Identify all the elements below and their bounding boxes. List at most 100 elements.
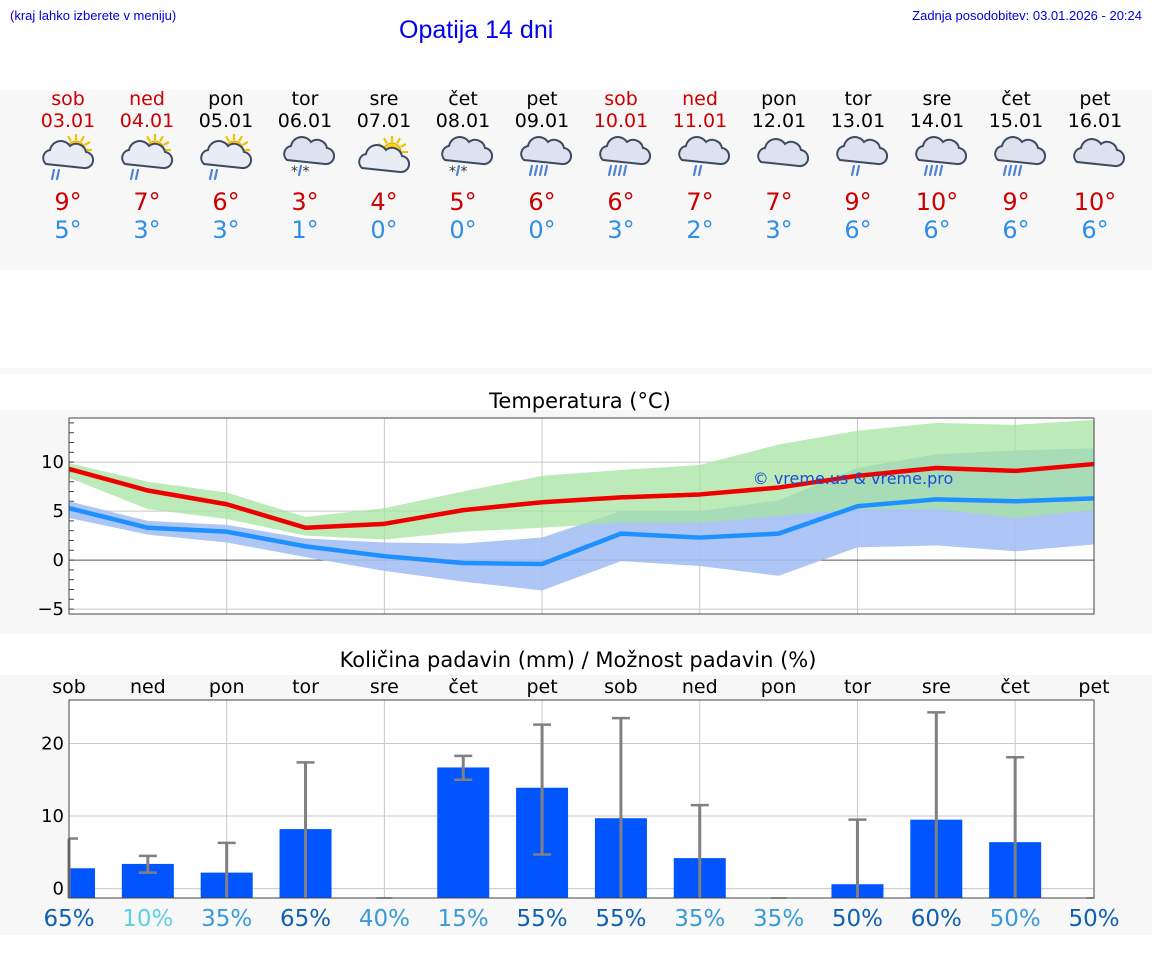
precip-day-label: pet [1078,676,1109,698]
forecast-day: sob 03.01 9° 5° [28,88,108,244]
forecast-day: čet 08.01 * * 5° 0° [423,88,503,244]
precip-probability: 50% [832,906,883,932]
temp-max-band [69,419,1094,540]
temp-tick-label: 0 [53,550,64,571]
day-name: sre [922,88,952,110]
forecast-day: sob 10.01 6° 3° [581,88,661,244]
precip-tick-label: 10 [41,806,64,827]
temp-max: 5° [449,188,477,216]
temp-band [0,368,1152,374]
precip-probability: 50% [990,906,1041,932]
temp-max: 7° [765,188,793,216]
precip-plot-frame [68,699,1095,899]
precip-probability: 65% [280,906,331,932]
forecast-day: sre 07.01 4° 0° [344,88,424,244]
precip-bar [69,868,95,898]
forecast-days: sob 03.01 9° 5° ned 04.01 7° 3° pon 05.01 6° 3° tor 0… [0,88,1152,268]
precip-probability: 15% [438,906,489,932]
temp-chart-title: Temperatura (°C) [488,389,671,413]
precip-day-label: sob [604,676,638,698]
temp-min: 2° [686,216,714,244]
temp-min: 6° [923,216,951,244]
day-date: 07.01 [356,110,412,132]
temp-max: 9° [54,188,82,216]
day-name: sob [604,88,638,110]
day-date: 11.01 [672,110,728,132]
precip-probability: 65% [43,906,94,932]
precip-day-label: čet [448,676,478,698]
svg-text:* *: * * [291,164,309,180]
sun-cloud-icon [358,136,411,174]
precip-probability: 60% [911,906,962,932]
day-date: 13.01 [830,110,886,132]
forecast-day: pon 12.01 7° 3° [739,88,819,244]
temp-min: 3° [607,216,635,244]
precip-probability: 35% [201,906,252,932]
temp-tick-label: 5 [53,501,64,522]
precip-day-label: sre [922,676,951,698]
forecast-band [0,90,1152,270]
temp-max: 10° [1073,188,1117,216]
temp-min: 3° [765,216,793,244]
cloud-rain-icon [678,136,730,177]
temp-chart: 10 5 0 −5 [37,417,1095,620]
day-name: tor [844,88,872,110]
day-name: pet [1079,88,1111,110]
page-title: Opatija 14 dni [399,16,554,44]
temp-max: 6° [607,188,635,216]
temp-min: 6° [1081,216,1109,244]
precip-tick-label: 20 [41,734,64,755]
day-name: ned [129,88,165,110]
forecast-day: pon 05.01 6° 3° [186,88,266,244]
cloud-heavy-rain-icon [520,136,572,177]
temp-min-line [68,496,1095,567]
precip-day-label: sre [370,676,399,698]
precip-day-label: pet [526,676,557,698]
temp-min: 3° [133,216,161,244]
cloud-icon [1073,138,1125,168]
day-date: 04.01 [119,110,175,132]
day-name: čet [448,88,478,110]
precip-day-label: ned [130,676,166,698]
cloud-heavy-rain-icon [994,136,1046,177]
precip-tick-label: 0 [53,879,64,900]
cloud-rain-icon [836,136,888,177]
temp-max-line [68,461,1095,531]
day-date: 06.01 [277,110,333,132]
day-date: 12.01 [751,110,807,132]
precip-probability: 40% [359,906,410,932]
cloud-icon [757,138,809,168]
temp-min: 5° [54,216,82,244]
temp-max: 4° [370,188,398,216]
cloud-heavy-rain-icon [915,136,967,177]
day-date: 15.01 [988,110,1044,132]
forecast-day: sre 14.01 10° 6° [897,88,977,244]
day-name: pon [761,88,797,110]
day-date: 10.01 [593,110,649,132]
temp-min: 6° [1002,216,1030,244]
day-date: 08.01 [435,110,491,132]
day-name: sre [369,88,399,110]
precip-probability: 50% [1068,906,1119,932]
temp-max: 9° [844,188,872,216]
precip-day-label: pon [209,676,245,698]
temp-max: 3° [291,188,319,216]
watermark: © vreme.us & vreme.pro [753,469,954,488]
temp-tick-label: 10 [41,452,64,473]
temp-min: 0° [449,216,477,244]
precip-day-label: tor [292,676,319,698]
temp-max: 10° [915,188,959,216]
forecast-day: ned 04.01 7° 3° [107,88,187,244]
sun-cloud-rain-icon [121,134,174,181]
forecast-day: tor 06.01 * * 3° 1° [265,88,345,244]
forecast-day: pet 16.01 10° 6° [1055,88,1135,244]
day-name: ned [682,88,718,110]
temp-min: 0° [528,216,556,244]
forecast-day: pet 09.01 6° 0° [502,88,582,244]
precip-day-label: tor [844,676,871,698]
sun-cloud-rain-icon [42,134,95,181]
last-updated: Zadnja posodobitev: 03.01.2026 - 20:24 [912,8,1142,23]
forecast-day: tor 13.01 9° 6° [818,88,898,244]
temp-max: 6° [528,188,556,216]
